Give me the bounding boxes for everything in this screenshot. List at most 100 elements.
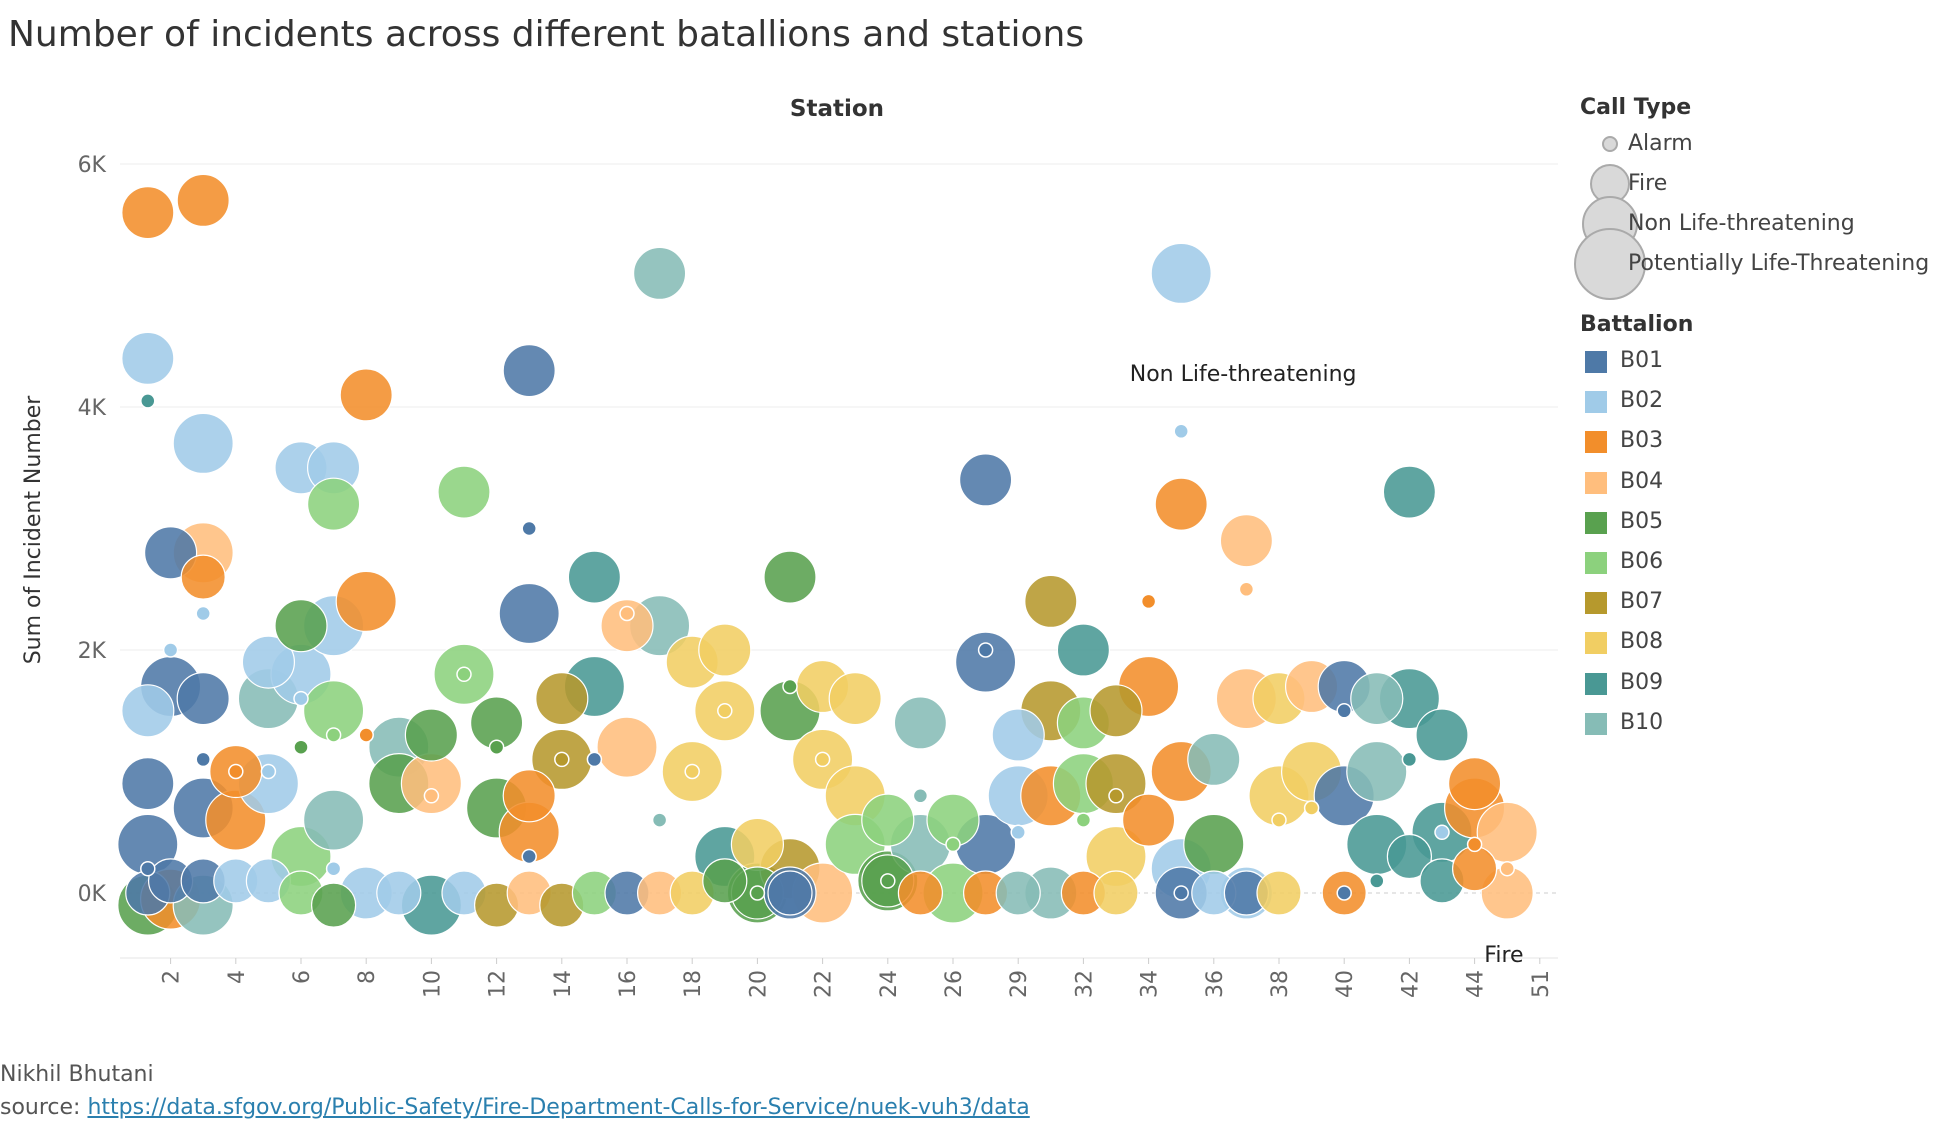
bubble-b04 — [1499, 860, 1515, 877]
bubble-b09 — [1369, 873, 1385, 889]
bubble-b08 — [814, 751, 831, 768]
bubble-b02 — [241, 635, 295, 689]
color-swatch — [1585, 431, 1607, 454]
bubble-b02 — [1010, 824, 1026, 841]
size-legend-label: Fire — [1628, 171, 1668, 196]
bubble-b02 — [1173, 423, 1189, 440]
x-tick-label: 32 — [1072, 970, 1097, 998]
bubble-b05 — [293, 739, 309, 755]
bubble-b02 — [162, 642, 179, 658]
color-legend-item[interactable]: B05 — [1585, 509, 1885, 539]
bubble-b06 — [325, 727, 342, 743]
bubble-b02 — [121, 331, 175, 385]
color-legend-label: B09 — [1620, 669, 1664, 695]
bubble-b05 — [749, 885, 766, 901]
bubble-b02 — [260, 763, 277, 780]
bubble-b10 — [651, 812, 668, 828]
color-legend-item[interactable]: B07 — [1585, 589, 1885, 619]
color-swatch — [1585, 391, 1607, 414]
size-legend-label: Alarm — [1628, 131, 1693, 156]
bubble-b04 — [600, 599, 654, 653]
color-legend-item[interactable]: B03 — [1585, 428, 1885, 458]
bubble-b10 — [1187, 732, 1241, 787]
bubble-b05 — [311, 882, 357, 928]
color-swatch — [1585, 672, 1607, 695]
color-legend-item[interactable]: B04 — [1585, 469, 1885, 499]
x-tick-label: 14 — [551, 970, 576, 998]
bubble-b10 — [995, 870, 1041, 916]
x-tick-label: 34 — [1138, 970, 1163, 998]
column-header: Station — [790, 96, 884, 122]
x-tick-label: 38 — [1268, 970, 1293, 998]
bubble-b02 — [991, 708, 1045, 762]
bubble-b02 — [1434, 824, 1450, 841]
bubble-b01 — [1336, 885, 1352, 901]
x-tick-label: 12 — [486, 970, 511, 998]
bubble-b08 — [1256, 870, 1302, 916]
size-legend-label: Non Life-threatening — [1628, 211, 1855, 236]
bubble-b03 — [1154, 477, 1208, 531]
bubble-b02 — [172, 412, 234, 474]
bubble-b04 — [1238, 581, 1255, 598]
bubble-b10 — [303, 789, 365, 851]
bubble-b01 — [502, 344, 556, 398]
y-tick-label: 0K — [78, 882, 107, 907]
color-legend-title: Battalion — [1580, 312, 1694, 337]
bubble-b08 — [1303, 800, 1320, 816]
source-link[interactable]: https://data.sfgov.org/Public-Safety/Fir… — [87, 1095, 1030, 1120]
color-legend-item[interactable]: B02 — [1585, 388, 1885, 418]
size-legend-item: Potentially Life-Threatening — [1574, 228, 1944, 300]
bubble-b08 — [684, 763, 700, 780]
color-legend-item[interactable]: B06 — [1585, 549, 1885, 579]
bubble-b03 — [1447, 756, 1502, 811]
bubbles — [117, 173, 1538, 936]
bubble-b01 — [958, 453, 1013, 507]
bubble-b06 — [307, 477, 361, 531]
size-legend-circle — [1602, 136, 1618, 152]
bubble-b05 — [702, 858, 748, 904]
bubble-b01 — [195, 751, 211, 768]
bubble-b03 — [1121, 793, 1176, 847]
bubble-b10 — [1350, 671, 1404, 726]
x-tick-label: 22 — [812, 970, 837, 998]
color-legend-label: B05 — [1620, 508, 1664, 534]
bubble-b01 — [521, 520, 537, 537]
bubble-b09 — [140, 393, 156, 409]
bubble-b06 — [1075, 812, 1092, 828]
bubble-b04 — [400, 752, 462, 815]
author-credit: Nikhil Bhutani — [0, 1062, 154, 1087]
size-legend-circle — [1574, 228, 1646, 300]
bubble-b07 — [1089, 684, 1143, 738]
bubble-b08 — [1093, 870, 1139, 916]
color-legend-label: B07 — [1620, 589, 1664, 615]
color-legend-item[interactable]: B09 — [1585, 670, 1885, 700]
x-tick-label: 40 — [1333, 970, 1358, 998]
bubble-b07 — [1024, 574, 1078, 629]
bubble-b05 — [274, 599, 328, 653]
bubble-b09 — [1386, 833, 1433, 880]
bubble-b01 — [977, 642, 994, 658]
size-legend-title: Call Type — [1580, 95, 1692, 120]
bubble-b06 — [456, 666, 472, 683]
bubble-b09 — [1056, 623, 1111, 677]
color-legend-item[interactable]: B01 — [1585, 348, 1885, 378]
bubble-b02 — [121, 684, 175, 738]
bubble-b03 — [121, 186, 175, 240]
bubble-b03 — [1451, 846, 1498, 892]
annotations: Potentially Life-ThreateningPotentially … — [1130, 362, 1524, 968]
annotation-label: Non Life-threatening — [1130, 362, 1357, 387]
bubble-b01 — [586, 751, 603, 768]
x-tick-label: 16 — [616, 970, 641, 998]
color-swatch — [1585, 552, 1607, 574]
x-axis: 2 4 6 8 10 12 14 16 18 20 22 24 26 29 32 34 36 38 40 42 44 51 — [160, 958, 1554, 998]
bubble-b08 — [730, 817, 785, 872]
color-swatch — [1585, 712, 1607, 735]
bubble-b03 — [180, 554, 226, 600]
size-legend-label: Potentially Life-Threatening — [1628, 251, 1930, 276]
color-legend-item[interactable]: B08 — [1585, 629, 1885, 659]
color-legend-item[interactable]: B10 — [1585, 710, 1885, 740]
y-tick-label: 2K — [78, 639, 107, 664]
bubble-b03 — [1466, 836, 1483, 853]
bubble-b04 — [1219, 514, 1274, 568]
bubble-b01 — [176, 671, 230, 726]
